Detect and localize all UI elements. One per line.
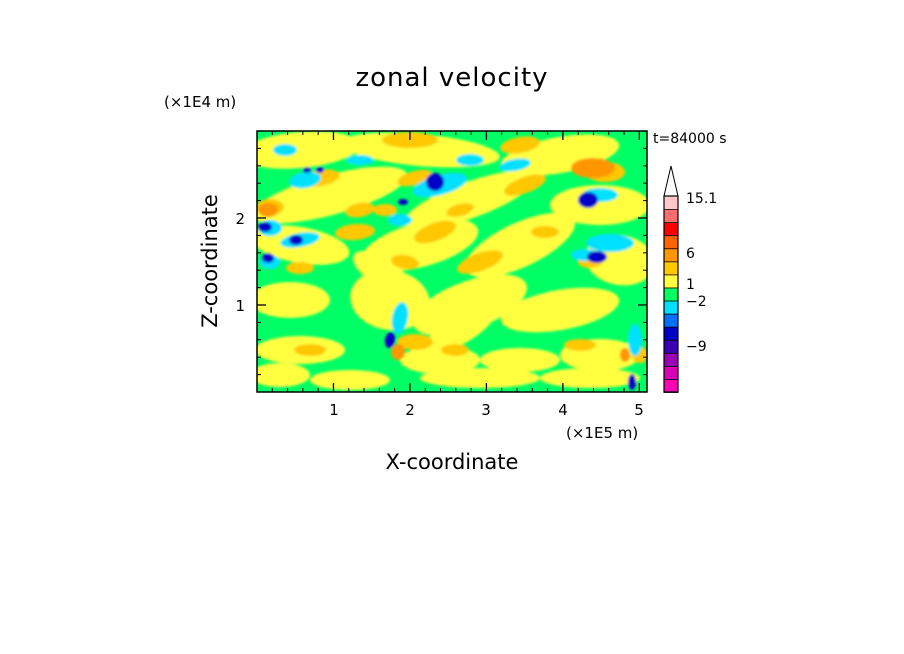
field-contour <box>388 214 412 226</box>
field-contour <box>420 368 540 388</box>
field-contour <box>578 192 598 208</box>
colorbar-frame <box>663 195 679 393</box>
colorbar-segment <box>663 352 679 367</box>
field-contour <box>384 332 396 348</box>
x-axis-label: X-coordinate <box>386 450 519 474</box>
field-contour <box>289 235 303 245</box>
plot-frame <box>256 130 648 393</box>
field-contour <box>294 344 326 356</box>
chart-title: zonal velocity <box>355 63 548 93</box>
field-contour <box>413 274 527 336</box>
field-contour <box>628 374 636 390</box>
colorbar-segment <box>663 313 679 328</box>
field-contour <box>426 173 444 191</box>
field-contour <box>500 136 540 154</box>
field-contour <box>403 170 537 230</box>
field-contour <box>531 226 559 238</box>
field-contour <box>457 250 503 274</box>
colorbar-segment <box>663 365 679 380</box>
field-contour <box>310 370 390 390</box>
field-contour <box>564 339 596 351</box>
colorbar-label-minus-2: −2 <box>686 294 707 310</box>
colorbar-segment <box>663 260 679 276</box>
field-contour <box>345 202 375 218</box>
colorbar-segment <box>663 287 679 302</box>
field-contour <box>586 234 634 252</box>
colorbar-segment <box>663 273 679 289</box>
x-tick-label-3: 3 <box>481 401 491 419</box>
field-contour <box>257 282 330 318</box>
colorbar-label-15-1: 15.1 <box>686 191 717 207</box>
field-contour <box>350 269 430 331</box>
y-tick-label-1: 1 <box>235 297 245 315</box>
field-contour <box>353 250 407 290</box>
field-contour <box>258 222 272 232</box>
colorbar-label-minus-9: −9 <box>686 339 707 355</box>
field-contour <box>504 174 546 196</box>
colorbar-segment <box>663 326 679 341</box>
x-scale-label: (×1E5 m) <box>566 424 638 442</box>
colorbar-extend-triangle <box>663 165 679 197</box>
field-contour <box>273 144 297 156</box>
field-contour <box>397 334 433 350</box>
field-contour <box>550 185 647 225</box>
field-contour <box>391 254 419 270</box>
field-contour <box>286 262 314 274</box>
field-contour <box>262 253 274 263</box>
x-tick-label-5: 5 <box>634 401 644 419</box>
x-tick-label-4: 4 <box>558 401 568 419</box>
field-contour <box>620 348 630 362</box>
field-contour <box>424 306 496 354</box>
field-contour <box>480 348 560 372</box>
field-contour <box>258 203 278 217</box>
colorbar-segment <box>663 195 679 210</box>
colorbar-segment <box>663 208 679 224</box>
field-contour <box>346 155 374 165</box>
field-contour <box>456 154 484 166</box>
field-contour <box>540 368 640 388</box>
field-contour <box>391 344 405 360</box>
field-contour <box>500 287 620 333</box>
field-contour <box>257 166 408 224</box>
field-contour <box>446 203 474 217</box>
field-contour <box>441 344 469 356</box>
colorbar <box>663 165 679 393</box>
field-contour <box>316 167 324 173</box>
field-contour <box>571 158 615 178</box>
y-tick-label-2: 2 <box>235 210 245 228</box>
field-contour <box>628 324 642 356</box>
y-axis-label: Z-coordinate <box>198 194 222 328</box>
plot-area <box>257 131 647 392</box>
colorbar-segment <box>663 221 679 237</box>
field-contour <box>391 302 409 334</box>
colorbar-segment <box>663 339 679 354</box>
colorbar-label-1: 1 <box>686 277 695 293</box>
field-contour <box>257 363 310 387</box>
field-contour <box>587 251 607 263</box>
x-tick-label-1: 1 <box>329 401 339 419</box>
field-contour <box>289 171 321 189</box>
field-contour <box>303 167 311 173</box>
colorbar-segment <box>663 378 679 393</box>
field-contour <box>373 204 397 216</box>
colorbar-segment <box>663 234 679 250</box>
field-contour <box>257 131 360 169</box>
colorbar-label-6: 6 <box>686 246 695 262</box>
field-contour <box>335 223 375 241</box>
axis-ticks <box>257 131 647 392</box>
field-contour <box>499 158 531 172</box>
colorbar-segment <box>663 300 679 315</box>
x-tick-label-2: 2 <box>405 401 415 419</box>
velocity-field <box>257 131 647 390</box>
field-contour <box>398 199 408 205</box>
y-scale-label: (×1E4 m) <box>164 93 236 111</box>
time-label: t=84000 s <box>653 131 727 147</box>
colorbar-segment <box>663 247 679 263</box>
field-contour <box>414 220 456 244</box>
